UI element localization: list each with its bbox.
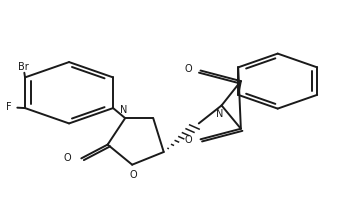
Text: N: N (216, 109, 224, 119)
Text: O: O (130, 170, 137, 180)
Text: O: O (184, 65, 192, 75)
Text: O: O (184, 135, 192, 145)
Text: Br: Br (18, 62, 29, 72)
Text: N: N (120, 105, 127, 115)
Text: O: O (64, 153, 71, 163)
Text: F: F (6, 102, 12, 112)
